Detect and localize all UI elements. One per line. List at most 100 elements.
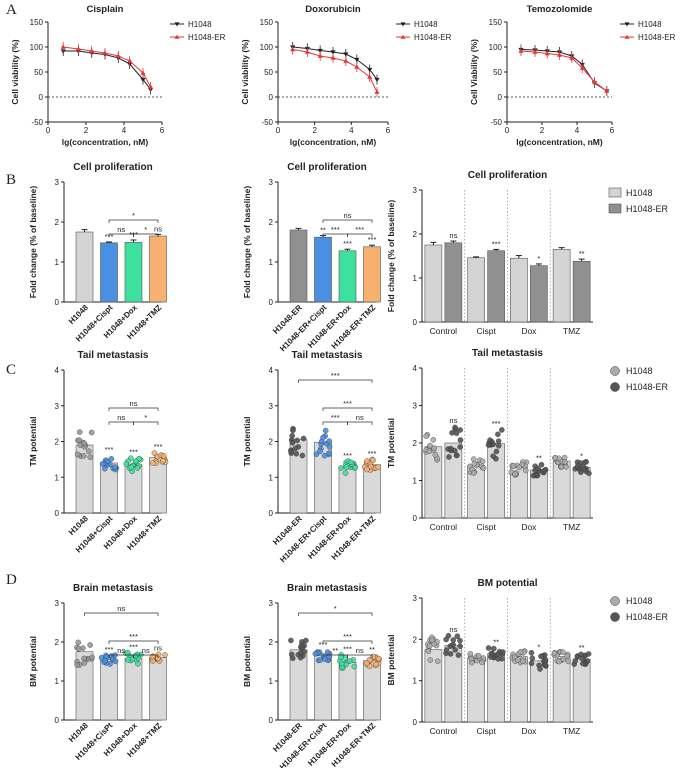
star-b7-2: *** (343, 644, 352, 653)
dot-b5-3-1-13 (574, 463, 581, 469)
x-tick-label-a2-1: 2 (540, 126, 545, 135)
dot-b4-0-9 (288, 447, 294, 454)
x-tick-label-a2-3: 6 (610, 126, 615, 135)
legend-marker-a0-1 (174, 34, 180, 39)
x-tick-label-b8-0: Control (430, 726, 458, 736)
bar-b6-2 (124, 658, 143, 721)
bracket-b0-2 (108, 219, 159, 223)
bracket-label-b0-2: * (132, 211, 135, 220)
dot-b5-1-0-4 (471, 460, 478, 467)
dot-b8-0-0-11 (429, 637, 435, 644)
point-a0-1-4 (115, 53, 121, 58)
dot-b5-0-1-11 (453, 452, 460, 459)
x-tick-label-b2-2: Dox (521, 326, 537, 336)
dot-b8-0-1-2 (457, 637, 463, 644)
chart-title-b5: Tail metastasis (472, 348, 543, 359)
legend-label-b8-0: H1048 (626, 596, 653, 606)
y-tick-label-a0-3: 100 (30, 43, 44, 52)
dot-b5-0-0-9 (423, 433, 429, 440)
star-b4-3: *** (368, 449, 377, 458)
y-axis-label-b6: BM potential (28, 636, 38, 687)
dot-b7-3-9 (373, 661, 379, 668)
y-tick-label-b4-3: 3 (269, 402, 274, 411)
dot-b7-0-8 (301, 649, 308, 655)
dot-b5-0-0-10 (427, 442, 433, 449)
dot-b4-1-5 (313, 451, 320, 457)
dot-b8-3-1-10 (580, 660, 586, 667)
x-axis-label-a0: lg(concentration, nM) (62, 137, 149, 147)
dot-b6-0-11 (75, 645, 82, 652)
bar-b8-2-0 (510, 656, 528, 723)
point-a1-1-7 (374, 89, 380, 94)
dot-b3-3-12 (160, 452, 167, 459)
point-a0-1-6 (140, 70, 146, 75)
dot-b8-2-1-13 (542, 662, 548, 669)
x-tick-label-b1-3: H1048-ER+TMZ (330, 303, 378, 351)
y-axis-label-b7: BM potential (242, 636, 252, 687)
dot-b5-1-1-4 (493, 448, 500, 455)
chart-title-b2: Cell proliferation (468, 170, 547, 181)
dot-b8-3-1-7 (585, 651, 592, 657)
dot-b8-2-1-10 (537, 666, 543, 672)
dot-b5-2-0-12 (512, 471, 518, 477)
bracket-b7-3 (298, 612, 373, 616)
dot-b3-0-13 (76, 429, 83, 435)
legend-label-b2-0: H1048 (626, 188, 653, 198)
dot-b4-3-10 (364, 458, 370, 464)
point-a0-1-7 (148, 84, 154, 89)
dot-b8-1-0-12 (475, 653, 482, 659)
y-tick-label-a1-3: 100 (260, 43, 274, 52)
y-tick-label-b2-3: 3 (413, 186, 418, 195)
chart-title-a1: Doxorubicin (305, 4, 361, 15)
dot-b4-0-12 (294, 437, 300, 444)
bar-b1-1 (314, 236, 332, 303)
x-tick-label-b2-1: Cispt (476, 326, 496, 336)
dot-b6-2-13 (125, 657, 131, 663)
panel-letter-c: C (6, 362, 17, 378)
bracket-label-b1-1: *** (355, 225, 364, 234)
series-line-a0-0 (63, 50, 151, 90)
dot-b3-2-11 (132, 458, 139, 464)
point-a0-1-2 (89, 48, 95, 53)
bar-b8-2-1 (530, 660, 548, 723)
y-tick-label-b3-3: 3 (55, 402, 60, 411)
dot-b4-0-13 (299, 452, 306, 459)
x-axis-label-a2: lg(concentration, nM) (516, 137, 603, 147)
dot-b8-0-1-3 (455, 652, 462, 658)
star-b1-1: ** (320, 226, 326, 235)
dot-b4-0-11 (289, 440, 296, 446)
bar-b2-0-0 (424, 244, 443, 323)
dot-b8-2-1-7 (528, 649, 535, 656)
legend-marker-a1-0 (400, 22, 406, 27)
series-line-a1-1 (292, 49, 378, 93)
x-tick-label-b8-3: TMZ (563, 726, 580, 736)
point-a2-1-2 (544, 50, 550, 56)
y-tick-label-b0-1: 1 (55, 258, 60, 267)
bracket-label-b1-0: *** (331, 225, 340, 234)
dot-b5-1-1-11 (490, 453, 496, 459)
bracket-label-b6-2: *** (129, 632, 138, 641)
y-tick-label-a1-1: 0 (269, 93, 274, 102)
dot-b5-0-1-13 (448, 445, 454, 452)
bar-b7-0 (289, 649, 308, 721)
bar-b1-3 (363, 246, 381, 303)
dot-b7-0-11 (297, 654, 304, 661)
star-b7-1: *** (319, 640, 328, 649)
y-tick-label-b4-2: 2 (269, 438, 274, 447)
legend-marker-a0-0 (174, 22, 180, 27)
point-a2-1-6 (591, 79, 598, 84)
dot-b3-3-13 (160, 457, 166, 464)
y-tick-label-b4-0: 0 (269, 509, 274, 518)
point-a2-1-4 (569, 55, 575, 60)
legend-label-a0-1: H1048-ER (188, 33, 226, 42)
point-a2-1-1 (532, 49, 538, 54)
bar-b3-3 (149, 457, 167, 514)
point-a1-0-4 (343, 52, 349, 57)
dot-b8-1-1-13 (495, 656, 501, 662)
dot-b8-0-1-8 (454, 633, 461, 640)
dot-b4-1-7 (321, 452, 328, 459)
x-tick-label-b1-2: H1048-ER+Dox (306, 303, 353, 350)
dot-b8-3-1-12 (578, 651, 584, 658)
dot-b5-2-1-12 (535, 465, 541, 472)
bracket-b3-1 (133, 421, 159, 425)
